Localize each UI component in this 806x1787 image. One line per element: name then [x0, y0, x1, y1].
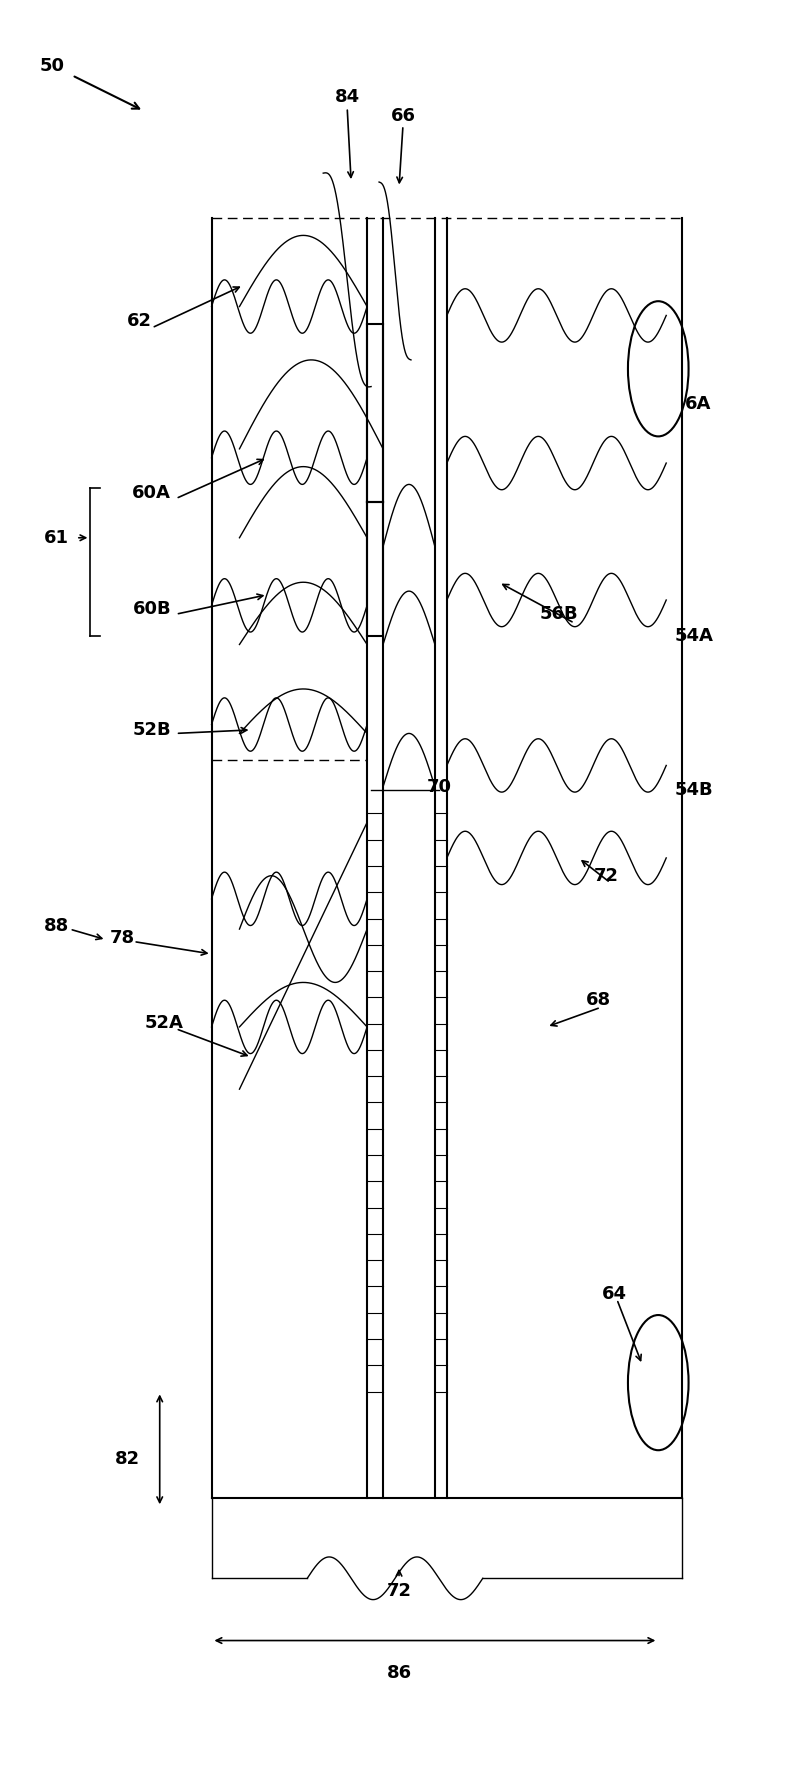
- Text: 84: 84: [334, 88, 359, 105]
- Text: 68: 68: [586, 992, 611, 1010]
- Text: 88: 88: [44, 917, 69, 935]
- Text: 62: 62: [127, 311, 152, 331]
- Text: 54A: 54A: [675, 627, 713, 645]
- Text: 78: 78: [110, 929, 135, 947]
- Text: 6A: 6A: [685, 395, 712, 413]
- Text: 50: 50: [39, 57, 64, 75]
- Text: 60B: 60B: [132, 600, 171, 618]
- Text: 66: 66: [390, 107, 416, 125]
- Text: 72: 72: [594, 867, 619, 885]
- Text: 52A: 52A: [144, 1015, 183, 1033]
- Text: 54B: 54B: [675, 781, 713, 799]
- Text: 61: 61: [44, 529, 69, 547]
- Text: 72: 72: [387, 1581, 412, 1599]
- Text: 60A: 60A: [132, 484, 171, 502]
- Text: 56B: 56B: [539, 606, 578, 624]
- Text: 52B: 52B: [132, 720, 171, 738]
- Text: 82: 82: [115, 1449, 140, 1469]
- Text: 64: 64: [602, 1285, 627, 1303]
- Text: 86: 86: [386, 1664, 412, 1682]
- Text: 70: 70: [426, 777, 451, 795]
